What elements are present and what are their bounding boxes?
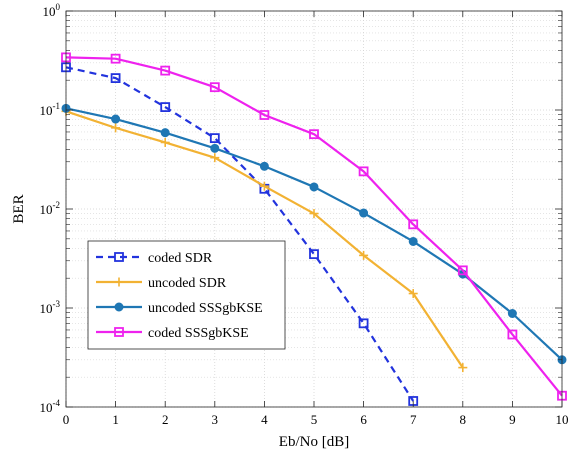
legend-entry: uncoded SSSgbKSE xyxy=(96,301,263,316)
y-tick-labels: 10-4 10-3 10-2 10-1 100 xyxy=(40,2,61,415)
data-point xyxy=(210,153,220,163)
data-point xyxy=(259,161,269,171)
data-point xyxy=(408,219,419,230)
y-tick-label: 100 xyxy=(43,2,61,19)
x-axis-label: Eb/No [dB] xyxy=(279,434,349,450)
data-point xyxy=(160,65,171,76)
legend-marker xyxy=(114,277,124,287)
data-point xyxy=(458,363,468,373)
data-point xyxy=(111,114,121,124)
legend: coded SDR uncoded SDR uncoded SSSgbKSE code… xyxy=(87,240,286,350)
data-point xyxy=(309,249,319,260)
legend-marker xyxy=(114,302,124,312)
legend-label: uncoded SDR xyxy=(148,276,227,291)
x-tick-labels: 0 1 2 3 4 5 6 7 8 9 10 xyxy=(63,412,569,427)
data-point xyxy=(111,123,121,133)
series-0 xyxy=(61,62,419,406)
x-tick-label: 5 xyxy=(311,412,318,427)
data-point xyxy=(457,265,468,276)
x-tick-label: 6 xyxy=(360,412,367,427)
y-axis-label: BER xyxy=(11,194,27,223)
data-point xyxy=(408,236,418,246)
x-tick-label: 2 xyxy=(162,412,169,427)
data-point xyxy=(309,182,319,192)
data-point xyxy=(110,53,121,64)
legend-entry: coded SSSgbKSE xyxy=(96,326,249,341)
x-tick-label: 8 xyxy=(460,412,467,427)
legend-label: coded SSSgbKSE xyxy=(148,326,249,341)
data-point xyxy=(259,181,269,191)
data-point xyxy=(259,110,270,120)
axis-ticks xyxy=(65,10,563,408)
legend-label: uncoded SSSgbKSE xyxy=(148,301,263,316)
data-point xyxy=(507,308,517,318)
data-point xyxy=(160,137,170,147)
y-tick-label: 10-3 xyxy=(40,299,61,316)
data-point xyxy=(160,128,170,138)
x-tick-label: 3 xyxy=(212,412,219,427)
y-tick-label: 10-2 xyxy=(40,200,61,217)
legend-entry: coded SDR xyxy=(96,251,213,266)
data-point xyxy=(110,73,121,84)
data-point xyxy=(358,166,369,177)
x-tick-label: 0 xyxy=(63,412,70,427)
series-layer xyxy=(61,52,567,406)
data-point xyxy=(359,250,369,260)
legend-marker xyxy=(114,327,124,337)
data-point xyxy=(309,129,319,140)
data-point xyxy=(210,143,220,153)
x-tick-label: 4 xyxy=(261,412,268,427)
x-tick-label: 10 xyxy=(556,412,569,427)
data-point xyxy=(309,209,319,219)
data-point xyxy=(359,208,369,218)
data-point xyxy=(408,289,418,299)
data-point xyxy=(209,82,220,93)
y-tick-label: 10-1 xyxy=(40,101,61,118)
x-tick-label: 7 xyxy=(410,412,417,427)
data-point xyxy=(358,318,369,329)
series-1 xyxy=(61,106,468,373)
series-line xyxy=(65,56,563,397)
y-tick-label: 10-4 xyxy=(40,398,61,415)
data-point xyxy=(209,133,220,144)
data-point xyxy=(507,329,518,340)
legend-entry: uncoded SDR xyxy=(96,276,227,291)
series-line xyxy=(65,66,415,402)
x-tick-label: 9 xyxy=(509,412,516,427)
legend-label: coded SDR xyxy=(148,251,213,266)
legend-marker xyxy=(114,252,124,262)
data-point xyxy=(160,102,171,112)
x-tick-label: 1 xyxy=(112,412,119,427)
